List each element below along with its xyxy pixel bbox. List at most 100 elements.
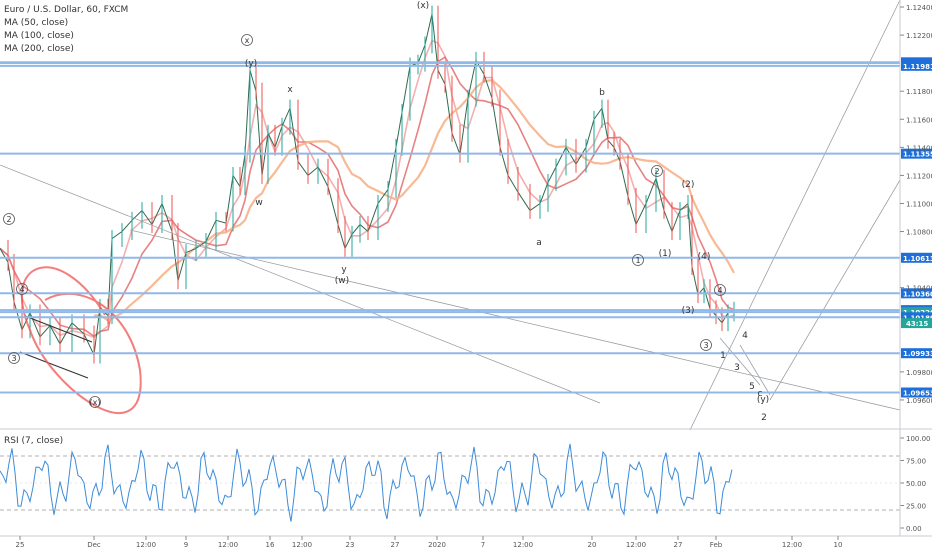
time-tick-label: 12:00	[218, 541, 238, 549]
time-tick-label: 2020	[428, 541, 446, 549]
time-tick-label: 12:00	[626, 541, 646, 549]
wave-circle	[8, 352, 20, 364]
time-tick-label: 10	[834, 541, 843, 549]
time-tick-label: Feb	[710, 541, 723, 549]
price-tick-label: 1.10800	[906, 229, 932, 237]
wave-circle	[3, 213, 15, 225]
wave-label: 4	[742, 331, 748, 341]
price-tick-label: 1.11200	[906, 172, 932, 180]
wave-label: b	[599, 88, 605, 98]
price-tick-label: 1.11800	[906, 88, 932, 96]
time-tick-label: 27	[391, 541, 400, 549]
level-badge	[901, 307, 932, 318]
moving-averages	[0, 39, 735, 339]
wave-label: c	[758, 389, 763, 399]
ma100-legend[interactable]: MA (100, close)	[4, 31, 74, 41]
level-label: 1.09933	[903, 350, 932, 358]
price-tick-label: 1.12400	[906, 4, 932, 12]
wave-label: 5	[749, 382, 755, 392]
wave-label: (1)	[659, 249, 672, 259]
countdown-badge	[901, 318, 932, 329]
wave-label: (w)	[335, 276, 349, 286]
wave-label: 4	[717, 286, 722, 295]
wave-label: 1	[635, 256, 640, 265]
ma-line	[93, 78, 735, 322]
rsi-tick-label: 0.00	[906, 525, 922, 533]
wave-label: (y)	[757, 395, 769, 405]
wave-label: 2	[761, 413, 767, 423]
rsi-tick-label: 100.00	[906, 435, 931, 443]
level-badge	[901, 252, 932, 263]
time-tick-label: 12:00	[136, 541, 156, 549]
price-tick-label: 1.09800	[906, 369, 932, 377]
symbol-title[interactable]: Euro / U.S. Dollar, 60, FXCM	[4, 5, 129, 15]
trend-line	[689, 0, 901, 431]
level-label: 1.09653	[903, 389, 932, 397]
ma50-legend[interactable]: MA (50, close)	[4, 18, 69, 28]
wave-circle	[632, 254, 644, 266]
level-badge	[901, 288, 932, 299]
wave-label: a	[536, 238, 542, 248]
wave-label: (x)	[417, 1, 429, 11]
wave-label: (x)	[90, 398, 101, 407]
trend-line	[719, 337, 761, 386]
level-badge	[901, 348, 932, 359]
trend-line	[129, 229, 901, 411]
wave-label: 1	[720, 351, 726, 361]
wave-label: (3)	[682, 306, 695, 316]
trend-line	[0, 164, 601, 404]
rsi-tick-label: 75.00	[906, 458, 926, 466]
time-tick-label: 9	[184, 541, 188, 549]
rsi-tick-label: 25.00	[906, 503, 926, 511]
wave-labels: x (y) x w y(w) (x) b a 2 (2) 1 (1) (4) 4 (3) 3 (y) 2 2 4 3 (x…	[3, 1, 769, 423]
trend-line	[769, 179, 901, 401]
wave-label: 3	[703, 341, 708, 350]
wave-label: x	[245, 36, 250, 45]
wave-label: (y)	[245, 59, 257, 69]
time-tick-label: 7	[481, 541, 485, 549]
wave-label: 3	[734, 363, 740, 373]
channel-lines	[19, 315, 93, 379]
price-line	[0, 13, 735, 357]
price-tick-label: 1.11600	[906, 116, 932, 124]
chart-legend: Euro / U.S. Dollar, 60, FXCM MA (50, clo…	[4, 4, 128, 56]
ma200-legend[interactable]: MA (200, close)	[4, 44, 74, 54]
ma-line	[0, 39, 735, 339]
wave-circle	[700, 339, 712, 351]
price-series	[0, 5, 735, 364]
drawings	[0, 0, 901, 431]
price-tick-label: 1.10400	[906, 285, 932, 293]
level-label: 1.11981	[903, 63, 932, 71]
time-tick-label: 12:00	[292, 541, 312, 549]
wave-label: (2)	[682, 180, 695, 190]
wave-label: x	[287, 85, 293, 95]
time-tick-label: 27	[674, 541, 683, 549]
countdown-label: 43:15	[906, 320, 928, 328]
horizontal-levels: 1.120061.120011.119811.113551.106131.103…	[0, 57, 932, 398]
level-label: 1.10613	[903, 255, 932, 263]
rsi-pane: 100.00 75.00 50.00 25.00 0.00	[0, 435, 931, 533]
time-tick-label: 25	[16, 541, 25, 549]
time-tick-label: Dec	[87, 541, 101, 549]
wave-label: 2	[6, 215, 11, 224]
wave-label: (4)	[698, 252, 711, 262]
level-badge	[901, 60, 932, 71]
level-badge	[901, 387, 932, 398]
wave-label: 3	[11, 354, 16, 363]
time-tick-label: 12:00	[513, 541, 533, 549]
wave-circle	[651, 165, 663, 177]
ma-line	[0, 55, 735, 338]
price-tick-label: 1.11000	[906, 200, 932, 208]
rsi-line	[0, 443, 733, 522]
time-tick-label: 12:00	[782, 541, 802, 549]
level-label: 1.11355	[903, 151, 932, 159]
wave-label: w	[255, 198, 262, 208]
price-tick-label: 1.11400	[906, 144, 932, 152]
price-tick-label: 1.09600	[906, 397, 932, 405]
wave-circle	[89, 396, 101, 408]
level-badge	[901, 312, 932, 323]
rsi-legend[interactable]: RSI (7, close)	[4, 436, 64, 446]
wave-circle	[241, 34, 253, 46]
